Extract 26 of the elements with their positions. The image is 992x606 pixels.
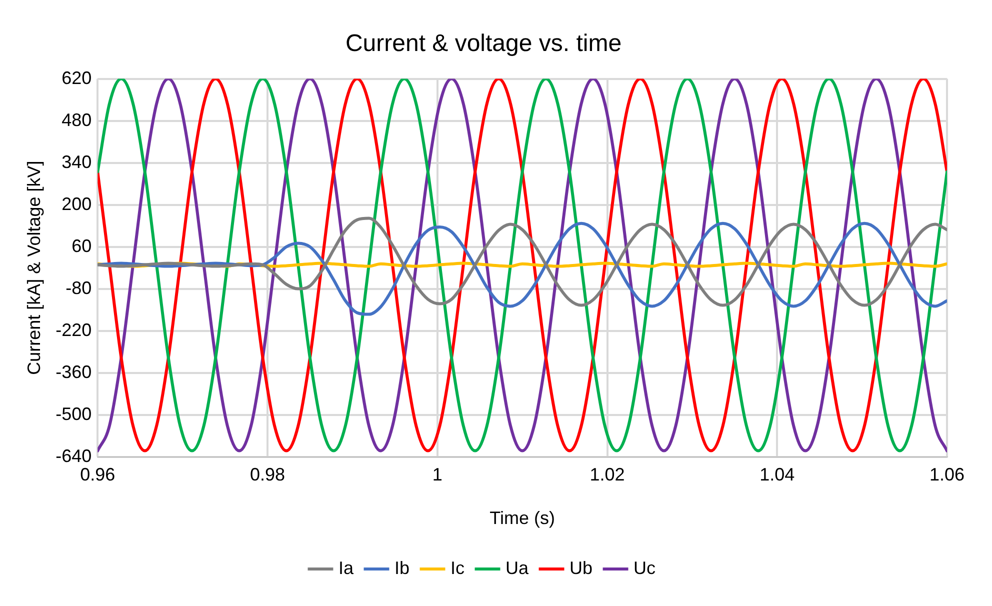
line-series: [98, 78, 947, 452]
x-tick-label: 1.04: [760, 464, 795, 485]
legend-label: Ia: [338, 558, 354, 578]
x-tick-label: 1.02: [590, 464, 625, 485]
y-axis-title: Current [kA] & Voltage [kV]: [24, 160, 44, 375]
y-tick-label: 60: [72, 236, 92, 256]
y-tick-label: -500: [56, 404, 92, 424]
x-tick-label: 1.06: [929, 464, 965, 485]
y-tick-label: 620: [62, 68, 92, 88]
legend-label: Ib: [394, 558, 410, 578]
legend-label: Ua: [506, 558, 530, 578]
x-tick-label: 0.96: [80, 464, 116, 485]
legend-label: Ub: [570, 558, 593, 578]
chart-title: Current & voltage vs. time: [345, 30, 622, 58]
y-tick-label: 200: [62, 194, 92, 214]
y-tick-label: -80: [66, 278, 92, 298]
legend-label: Ic: [450, 558, 465, 578]
y-tick-label: 480: [62, 110, 92, 130]
legend-label: Uc: [634, 558, 656, 578]
y-tick-label: 340: [62, 152, 92, 172]
y-tick-label: -220: [56, 320, 92, 340]
x-tick-label: 1: [432, 464, 442, 485]
y-tick-label: -360: [56, 362, 92, 382]
x-tick-label: 0.98: [250, 464, 286, 485]
x-axis-title: Time (s): [490, 508, 555, 528]
y-tick-label: -640: [56, 446, 92, 466]
